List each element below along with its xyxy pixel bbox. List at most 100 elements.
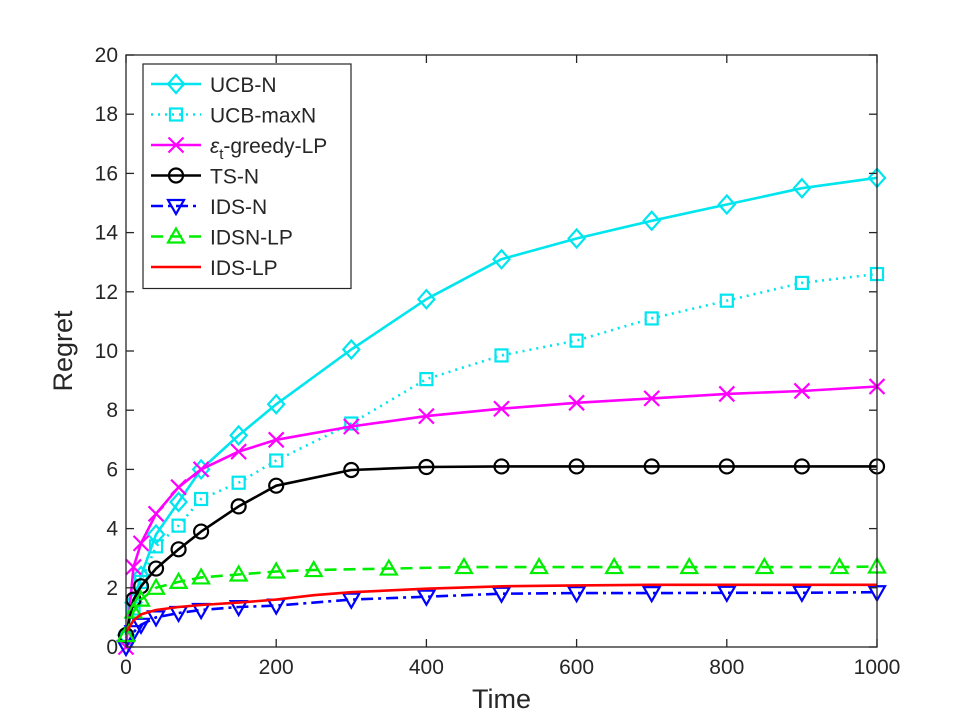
data-point-marker <box>418 458 435 476</box>
data-point-marker <box>493 400 510 417</box>
x-tick-label: 1000 <box>854 656 901 679</box>
data-point-marker <box>793 382 811 400</box>
data-point-marker <box>228 564 249 582</box>
data-point-marker <box>132 535 150 552</box>
data-point-marker <box>719 293 734 308</box>
series-layer <box>116 167 887 658</box>
data-point-marker <box>418 407 435 425</box>
series-line <box>124 385 878 648</box>
data-point-marker <box>529 556 549 575</box>
data-point-marker <box>792 585 812 604</box>
data-point-marker <box>493 458 510 475</box>
data-point-marker <box>171 518 186 533</box>
legend-marker <box>168 107 184 122</box>
y-tick-label: 6 <box>106 458 118 481</box>
legend-entry: IDSN-LP <box>151 226 293 250</box>
axes-layer: 0 200 400 600 800 1000 0 2 4 6 8 10 12 14 16 18 20 <box>95 44 901 679</box>
data-point-marker <box>568 458 585 475</box>
data-point-marker <box>716 585 737 604</box>
data-point-marker <box>416 288 436 310</box>
x-axis-label: Time <box>472 684 531 714</box>
y-tick-label: 4 <box>106 518 118 541</box>
legend-marker <box>166 198 186 217</box>
data-point-marker <box>718 458 735 475</box>
y-axis-label: Regret <box>48 310 78 392</box>
y-tick-label: 20 <box>95 44 118 67</box>
y-tick-label: 16 <box>95 162 118 185</box>
data-point-marker <box>146 610 166 628</box>
legend-entry: UCB-N <box>151 73 277 97</box>
data-point-marker <box>492 248 511 270</box>
series-line <box>124 465 877 636</box>
legend-label: UCB-N <box>210 74 277 97</box>
series-6 <box>124 583 877 633</box>
data-point-marker <box>170 541 187 558</box>
data-point-marker <box>193 523 210 540</box>
series-0 <box>116 167 887 646</box>
data-point-marker <box>268 477 285 494</box>
series-line <box>124 583 877 633</box>
legend-entry: TS-N <box>151 166 259 189</box>
data-point-marker <box>267 431 285 449</box>
data-point-marker <box>754 556 775 575</box>
data-point-marker <box>168 571 189 589</box>
legend-entry: IDS-LP <box>151 257 278 280</box>
data-point-marker <box>494 348 509 363</box>
data-point-marker <box>569 333 584 348</box>
y-tick-label: 14 <box>95 222 119 245</box>
legend-marker <box>167 136 185 154</box>
legend-marker <box>166 226 186 244</box>
y-tick-label: 8 <box>106 399 118 422</box>
y-tick-label: 2 <box>106 577 118 600</box>
legend-label: IDS-LP <box>210 257 278 280</box>
data-point-marker <box>568 394 585 412</box>
series-line <box>124 272 878 639</box>
data-point-marker <box>131 589 151 607</box>
legend-marker <box>167 167 185 184</box>
y-tick-label: 18 <box>95 103 118 126</box>
legend-label: IDS-N <box>210 196 267 219</box>
x-tick-label: 600 <box>559 656 594 679</box>
x-tick-label: 0 <box>120 656 132 679</box>
series-2 <box>117 378 886 656</box>
data-point-marker <box>718 385 736 403</box>
data-point-marker <box>793 458 811 475</box>
data-point-marker <box>341 338 361 361</box>
y-tick-label: 0 <box>106 636 118 659</box>
data-point-marker <box>344 416 359 431</box>
data-point-marker <box>567 227 587 250</box>
data-point-marker <box>228 599 249 618</box>
data-point-marker <box>378 558 399 576</box>
data-point-marker <box>491 586 512 604</box>
x-tick-label: 400 <box>409 656 444 679</box>
data-point-marker <box>191 567 211 585</box>
data-point-marker <box>230 443 247 460</box>
data-point-marker <box>170 478 187 496</box>
data-point-marker <box>343 461 360 479</box>
data-point-marker <box>266 393 286 415</box>
series-5 <box>116 556 887 643</box>
legend-entry: εt-greedy-LP <box>151 135 327 163</box>
data-point-marker <box>169 491 189 513</box>
data-point-marker <box>419 372 434 387</box>
data-point-marker <box>269 453 284 468</box>
data-point-marker <box>147 505 165 523</box>
data-point-marker <box>147 560 165 577</box>
data-point-marker <box>829 556 850 575</box>
series-3 <box>117 458 886 644</box>
legend-label: UCB-maxN <box>210 105 316 128</box>
data-point-marker <box>125 558 142 576</box>
data-point-marker <box>643 390 660 407</box>
data-point-marker <box>192 461 210 478</box>
data-point-marker <box>303 559 324 578</box>
data-point-marker <box>454 556 474 575</box>
data-point-marker <box>194 491 209 507</box>
data-point-marker <box>416 589 437 607</box>
data-point-marker <box>146 577 166 595</box>
series-line <box>124 176 878 636</box>
data-point-marker <box>123 601 144 619</box>
legend-label: IDSN-LP <box>210 227 293 250</box>
data-point-marker <box>679 556 700 575</box>
data-point-marker <box>230 498 247 515</box>
